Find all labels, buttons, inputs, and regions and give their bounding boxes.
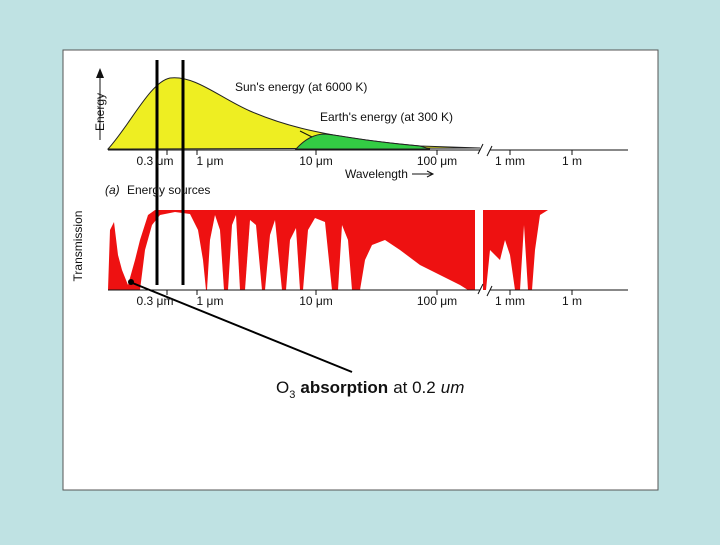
species: O (276, 378, 289, 397)
x-tick-label: 1 mm (495, 294, 525, 308)
x-axis-b (108, 283, 628, 297)
detail: at 0.2 (393, 378, 436, 397)
annotation-pointer (129, 281, 353, 373)
x-tick-label: 1 mm (495, 154, 525, 168)
x-tick-label: 1 m (562, 154, 582, 168)
unit: um (441, 378, 465, 397)
x-tick-label: 10 μm (299, 294, 333, 308)
x-tick-label: 100 μm (417, 294, 457, 308)
sun-label: Sun's energy (at 6000 K) (235, 80, 367, 94)
wavelength-arrow (412, 170, 435, 178)
subscript: 3 (289, 389, 295, 401)
x-tick-label: 1 μm (197, 154, 224, 168)
x-ticks-a: 0.3 μm 1 μm 10 μm 100 μm 1 mm 1 m (137, 150, 582, 168)
arrow-head (96, 68, 104, 78)
label: absorption (300, 378, 388, 397)
caption-letter: (a) (105, 183, 120, 197)
x-tick-label: 1 μm (197, 294, 224, 308)
x-tick-label: 100 μm (417, 154, 457, 168)
earth-label: Earth's energy (at 300 K) (320, 110, 453, 124)
x-axis-label: Wavelength (345, 167, 408, 181)
x-ticks-b: 0.3 μm 1 μm 10 μm 100 μm 1 mm 1 m (137, 290, 582, 308)
pointer-dot (128, 279, 134, 285)
y-axis-label: Energy (93, 93, 107, 131)
annotation: O3 absorption at 0.2 um (276, 378, 464, 401)
x-axis-a (108, 143, 628, 157)
earth-pointer (299, 130, 313, 138)
x-tick-label: 0.3 μm (137, 294, 174, 308)
x-tick-label: 1 m (562, 294, 582, 308)
transmission-windows (140, 212, 528, 290)
x-tick-label: 0.3 μm (137, 154, 174, 168)
earth-curve (294, 133, 431, 150)
y-axis-label: Transmission (71, 211, 85, 282)
x-tick-label: 10 μm (299, 154, 333, 168)
caption: Energy sources (127, 183, 210, 197)
